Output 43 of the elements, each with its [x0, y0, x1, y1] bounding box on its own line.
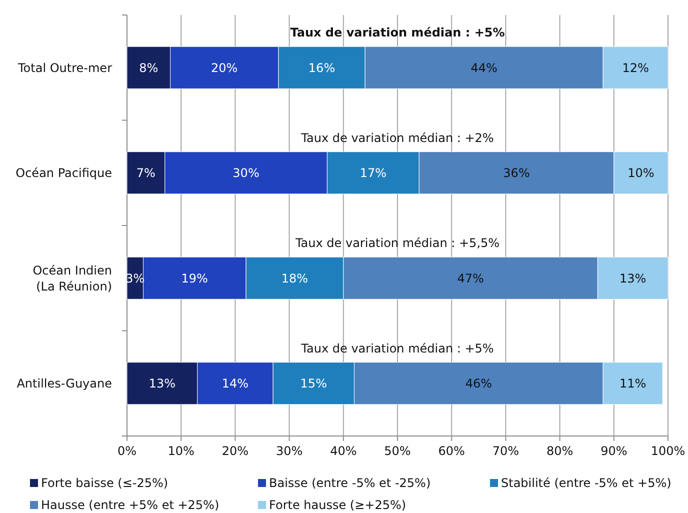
annotation: Taux de variation médian : +2% [300, 130, 494, 145]
legend-label: Stabilité (entre -5% et +5%) [501, 476, 672, 490]
x-tick-label: 0% [117, 444, 137, 458]
y-tick-label: Total Outre-mer [17, 60, 112, 75]
x-tick-label: 40% [330, 444, 357, 458]
data-label: 16% [308, 60, 336, 75]
x-tick-label: 100% [650, 444, 686, 458]
data-label: 11% [620, 376, 646, 391]
data-label: 13% [148, 376, 176, 391]
data-label: 20% [211, 60, 238, 75]
data-label: 46% [465, 376, 492, 391]
y-tick-label: Océan Indien (La Réunion) [32, 263, 112, 294]
x-tick-label: 70% [492, 444, 520, 458]
legend-label: Forte baisse (≤-25%) [41, 476, 168, 490]
x-tick-label: 90% [600, 444, 628, 458]
data-label: 17% [360, 166, 386, 180]
annotation: Taux de variation médian : +5,5% [294, 236, 500, 250]
legend-label: Forte hausse (≥+25%) [269, 498, 406, 512]
data-label: 8% [139, 60, 158, 75]
x-tick-label: 30% [276, 444, 303, 458]
data-label: 47% [457, 271, 484, 286]
annotation: Taux de variation médian : +5% [290, 26, 505, 40]
data-label: 15% [300, 376, 327, 391]
annotation: Taux de variation médian : +5% [300, 341, 494, 356]
data-label: 10% [628, 166, 654, 180]
x-tick-label: 10% [168, 444, 194, 458]
x-tick-label: 80% [546, 444, 574, 458]
x-tick-label: 60% [438, 444, 465, 458]
data-label: 12% [622, 60, 649, 75]
data-label: 44% [470, 60, 498, 75]
data-label: 13% [620, 271, 646, 286]
legend-label: Baisse (entre -5% et -25%) [269, 476, 431, 490]
data-label: 7% [136, 166, 156, 180]
x-tick-label: 50% [384, 444, 411, 458]
x-tick-label: 20% [222, 444, 249, 458]
y-tick-label: Antilles-Guyane [16, 376, 112, 391]
data-label: 18% [281, 271, 308, 286]
data-label: 14% [222, 376, 249, 391]
data-label: 36% [503, 166, 530, 180]
legend-label: Hausse (entre +5% et +25%) [41, 498, 220, 512]
data-label: 30% [232, 166, 260, 180]
data-label: 19% [181, 271, 208, 286]
y-tick-label: Océan Pacifique [16, 166, 112, 180]
